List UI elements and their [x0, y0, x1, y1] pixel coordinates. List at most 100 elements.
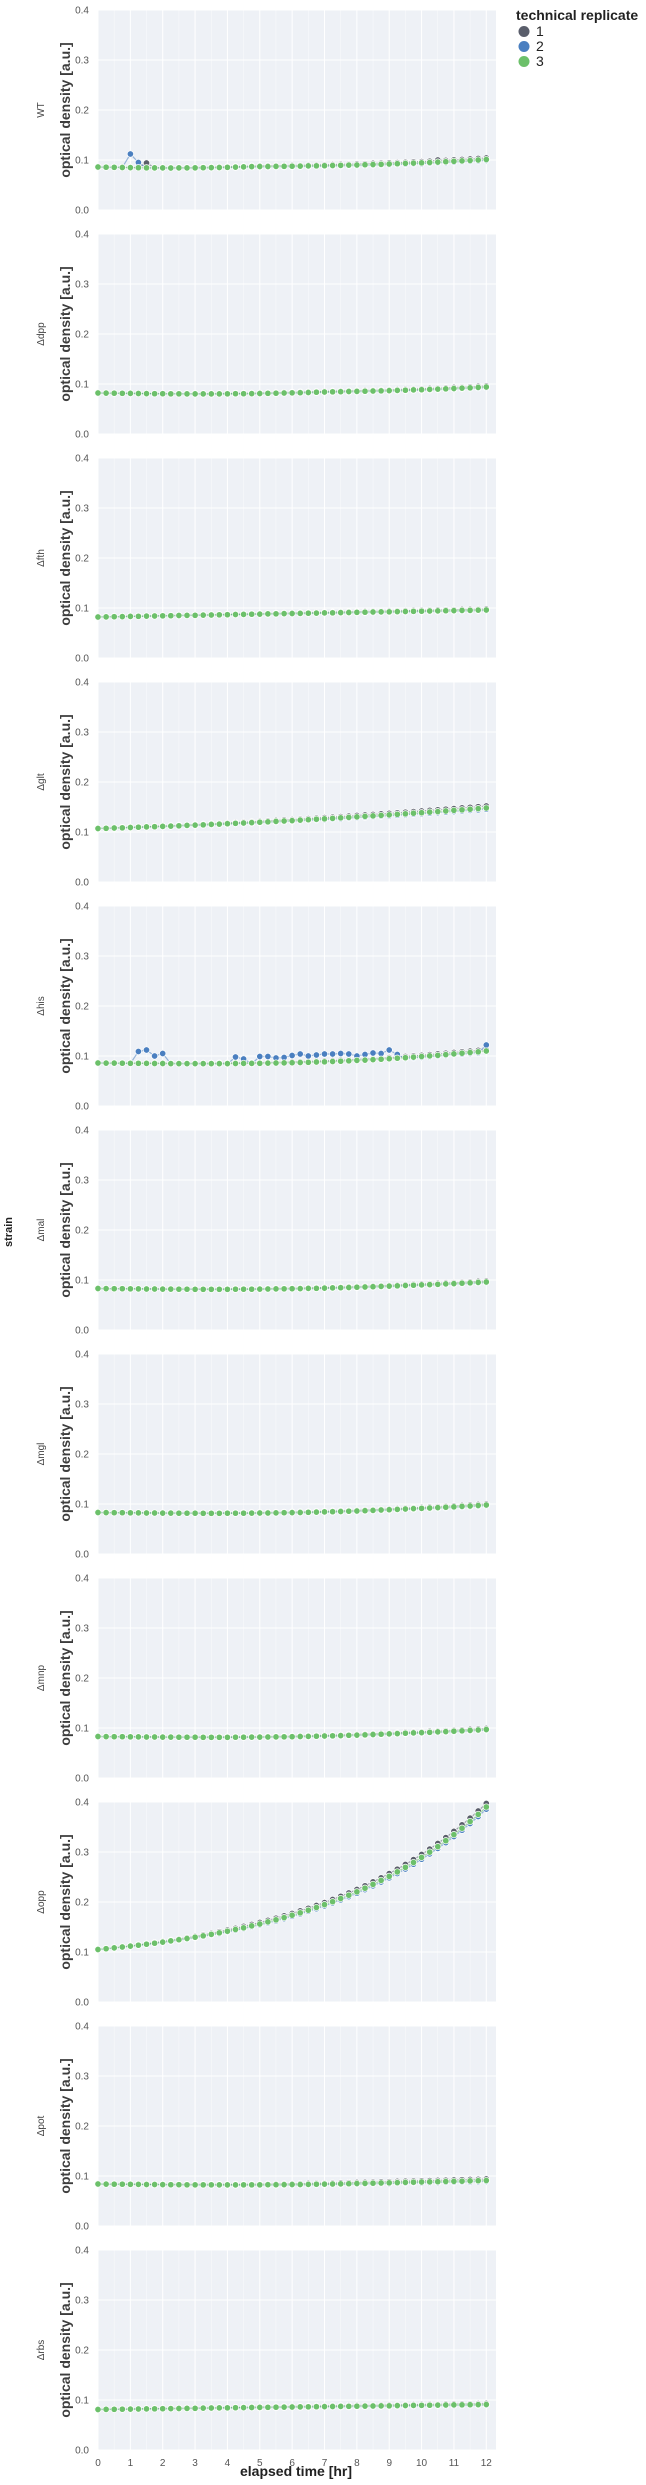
data-point — [191, 2181, 199, 2189]
data-point — [94, 1732, 102, 1741]
data-point — [280, 2403, 288, 2411]
data-point — [159, 1049, 167, 1058]
data-point — [151, 1059, 159, 1068]
data-point — [102, 1059, 110, 1067]
data-point — [369, 608, 377, 616]
data-point — [377, 1506, 385, 1514]
data-point — [345, 1050, 353, 1058]
data-point — [167, 822, 175, 830]
data-point — [272, 162, 280, 170]
data-point — [223, 1733, 231, 1741]
data-point — [353, 1283, 361, 1291]
data-point — [401, 607, 409, 616]
data-point — [183, 1934, 191, 1943]
data-point — [296, 2180, 304, 2189]
facet-axis-title: strain — [3, 1217, 15, 1247]
x-tick-label: 11 — [449, 2458, 460, 2469]
data-point — [434, 1051, 442, 1059]
data-point — [288, 1285, 296, 1293]
data-point — [377, 2402, 385, 2410]
data-point — [385, 1046, 393, 1054]
data-point — [474, 1810, 482, 1818]
data-point — [450, 806, 458, 814]
y-tick-label: 0.4 — [75, 230, 89, 241]
data-point — [434, 158, 442, 166]
data-point — [240, 1924, 248, 1932]
data-point — [240, 610, 248, 618]
y-axis-label: optical density [a.u.] — [57, 1610, 73, 1745]
data-point — [466, 156, 474, 165]
data-point — [312, 815, 320, 823]
data-point — [94, 824, 102, 833]
data-point — [175, 390, 183, 398]
data-point — [175, 1509, 183, 1517]
data-point — [199, 1060, 207, 1068]
data-point — [426, 1281, 434, 1289]
data-point — [361, 2179, 369, 2187]
data-point — [458, 1727, 466, 1735]
data-point — [159, 2181, 167, 2189]
data-point — [118, 389, 126, 397]
data-point — [474, 1048, 482, 1056]
data-point — [264, 2181, 272, 2189]
data-point — [151, 1052, 159, 1060]
data-point — [248, 819, 256, 827]
data-point — [329, 2180, 337, 2188]
data-point — [207, 390, 215, 398]
x-tick-label: 8 — [354, 2458, 360, 2469]
data-point — [474, 2401, 482, 2409]
data-point — [329, 1057, 337, 1066]
data-point — [288, 1059, 296, 1067]
data-point — [353, 2179, 361, 2188]
x-tick-label: 7 — [322, 2458, 328, 2469]
data-point — [418, 809, 426, 817]
data-point — [280, 1733, 288, 1741]
data-point — [466, 2401, 474, 2409]
y-tick-label: 0.4 — [75, 1350, 89, 1361]
legend: technical replicate 123 — [516, 7, 638, 69]
data-point — [329, 161, 337, 170]
data-point — [159, 1059, 167, 1068]
data-point — [377, 160, 385, 168]
data-point — [393, 1730, 401, 1738]
data-point — [223, 390, 231, 398]
data-point — [223, 163, 231, 171]
data-point — [134, 1047, 142, 1056]
y-tick-label: 0.2 — [75, 2122, 89, 2133]
data-point — [142, 1509, 151, 1517]
y-tick-label: 0.3 — [75, 2296, 89, 2307]
data-point — [231, 1053, 240, 1061]
data-point — [175, 822, 183, 830]
data-point — [312, 1058, 320, 1066]
data-point — [126, 389, 134, 397]
data-point — [345, 161, 353, 169]
data-point — [240, 1285, 248, 1293]
y-tick-label: 0.1 — [75, 1052, 89, 1063]
data-point — [94, 1508, 102, 1517]
data-point — [142, 612, 151, 620]
data-point — [207, 164, 215, 172]
data-point — [361, 1283, 369, 1291]
data-point — [151, 1509, 159, 1517]
data-point — [256, 1733, 264, 1741]
data-point — [434, 808, 442, 816]
data-point — [458, 1824, 466, 1832]
data-point — [142, 1285, 151, 1293]
data-point — [482, 606, 490, 614]
data-point — [126, 164, 134, 172]
data-point — [215, 820, 223, 828]
data-point — [393, 1505, 401, 1513]
y-axis-label: optical density [a.u.] — [57, 2058, 73, 2193]
data-point — [94, 163, 102, 171]
data-point — [134, 823, 142, 831]
data-point — [191, 821, 199, 829]
data-point — [361, 2402, 369, 2410]
data-point — [207, 1060, 215, 1068]
data-point — [240, 163, 248, 171]
data-point — [385, 2179, 393, 2187]
data-point — [167, 2181, 175, 2189]
data-point — [118, 1059, 126, 1067]
y-tick-label: 0.1 — [75, 156, 89, 167]
y-tick-label: 0.0 — [75, 2222, 89, 2233]
